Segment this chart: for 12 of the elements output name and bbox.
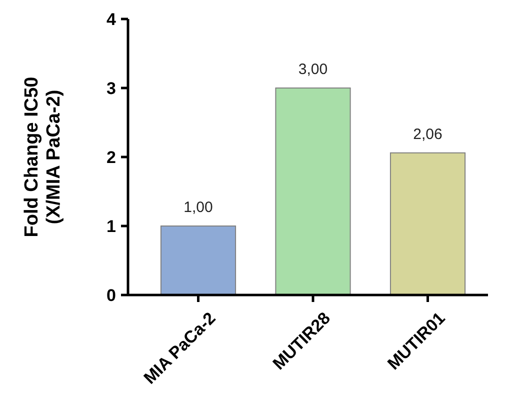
y-tick-label: 1: [106, 216, 116, 236]
y-tick-label: 4: [106, 10, 117, 29]
data-label: 3,00: [298, 61, 328, 78]
y-axis-title: Fold Change IC50 (X/MIA PaCa-2): [22, 76, 64, 238]
bar: [390, 152, 466, 296]
y-tick-label: 2: [106, 148, 116, 167]
data-label: 1,00: [184, 199, 213, 216]
y-tick-label: 3: [106, 78, 116, 98]
bar: [160, 226, 236, 296]
data-label: 2,06: [413, 126, 442, 143]
y-tick-label: 0: [106, 286, 116, 305]
bar: [275, 88, 351, 296]
